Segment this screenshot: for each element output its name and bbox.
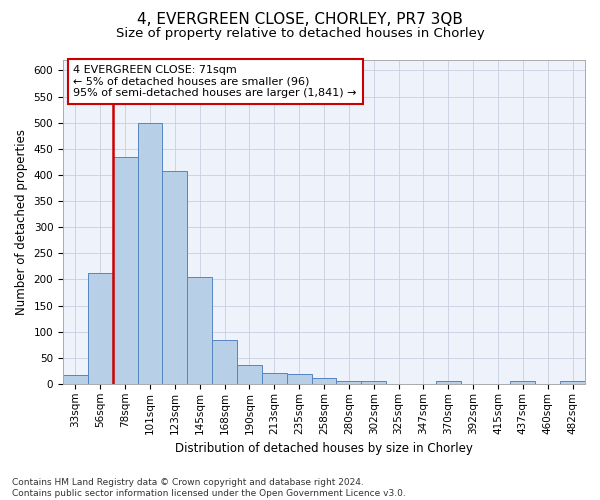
Bar [560, 382, 585, 384]
Bar [511, 382, 535, 384]
Bar [361, 382, 386, 384]
Text: Size of property relative to detached houses in Chorley: Size of property relative to detached ho… [116, 28, 484, 40]
Bar [113, 156, 137, 384]
Bar [311, 378, 337, 384]
Bar [163, 171, 187, 384]
Text: 4, EVERGREEN CLOSE, CHORLEY, PR7 3QB: 4, EVERGREEN CLOSE, CHORLEY, PR7 3QB [137, 12, 463, 28]
Bar [287, 374, 311, 384]
Bar [63, 375, 88, 384]
Text: Contains HM Land Registry data © Crown copyright and database right 2024.
Contai: Contains HM Land Registry data © Crown c… [12, 478, 406, 498]
Bar [337, 381, 361, 384]
Bar [237, 364, 262, 384]
X-axis label: Distribution of detached houses by size in Chorley: Distribution of detached houses by size … [175, 442, 473, 455]
Bar [262, 374, 287, 384]
Bar [436, 382, 461, 384]
Text: 4 EVERGREEN CLOSE: 71sqm
← 5% of detached houses are smaller (96)
95% of semi-de: 4 EVERGREEN CLOSE: 71sqm ← 5% of detache… [73, 65, 357, 98]
Bar [187, 277, 212, 384]
Bar [88, 273, 113, 384]
Bar [212, 340, 237, 384]
Bar [137, 122, 163, 384]
Y-axis label: Number of detached properties: Number of detached properties [15, 129, 28, 315]
